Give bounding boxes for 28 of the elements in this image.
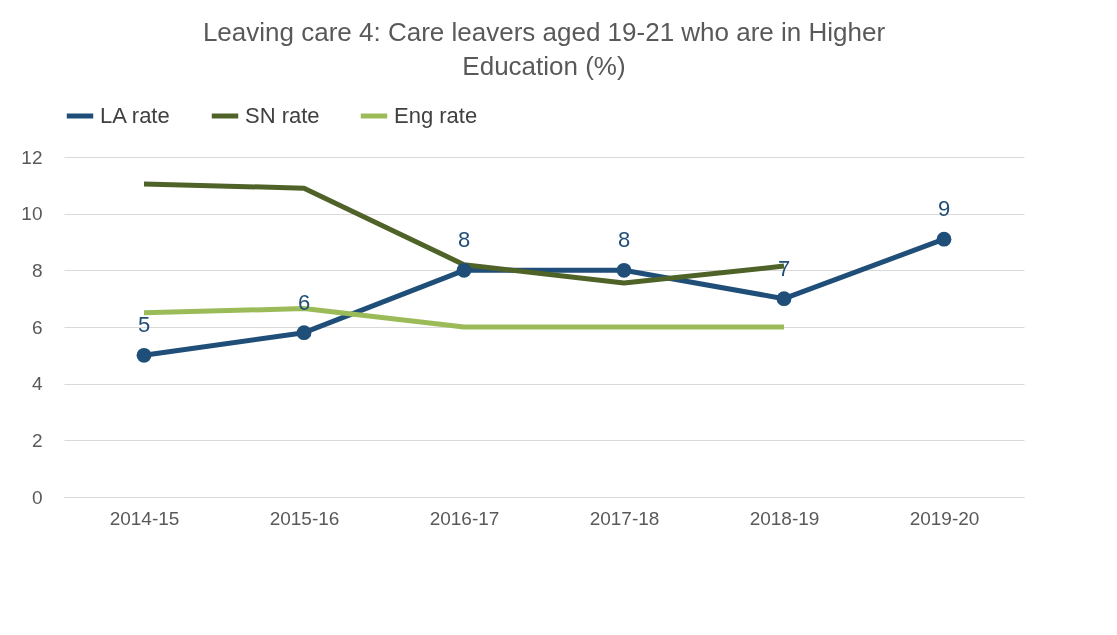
- chart-title: Leaving care 4: Care leavers aged 19-21 who are in Higher Education (%): [202, 17, 886, 81]
- y-tick-label: 12: [21, 146, 43, 168]
- y-tick-label: 0: [31, 486, 43, 508]
- data-label: 8: [457, 227, 471, 253]
- x-tick-label: 2014-15: [109, 507, 180, 529]
- y-tick-label: 4: [31, 373, 43, 395]
- data-label: 8: [617, 227, 631, 253]
- x-tick-label: 2015-16: [269, 507, 340, 529]
- y-tick-label: 10: [21, 203, 43, 225]
- point: [136, 347, 152, 363]
- point: [936, 231, 952, 247]
- legend-label: LA rate: [100, 103, 170, 128]
- point: [456, 262, 472, 278]
- x-tick-label: 2019-20: [909, 507, 980, 529]
- x-tick-label: 2018-19: [749, 507, 820, 529]
- data-label: 7: [777, 255, 791, 281]
- legend-label: SN rate: [245, 103, 320, 128]
- y-tick-label: 6: [31, 316, 43, 338]
- point: [296, 325, 312, 341]
- legend-label: Eng rate: [394, 103, 478, 128]
- x-tick-label: 2017-18: [589, 507, 660, 529]
- y-tick-label: 8: [31, 259, 43, 281]
- data-label: 5: [137, 312, 151, 338]
- y-tick-label: 2: [31, 429, 43, 451]
- data-label: 9: [937, 196, 951, 222]
- point: [616, 262, 632, 278]
- point: [776, 291, 792, 307]
- x-tick-label: 2016-17: [429, 507, 500, 529]
